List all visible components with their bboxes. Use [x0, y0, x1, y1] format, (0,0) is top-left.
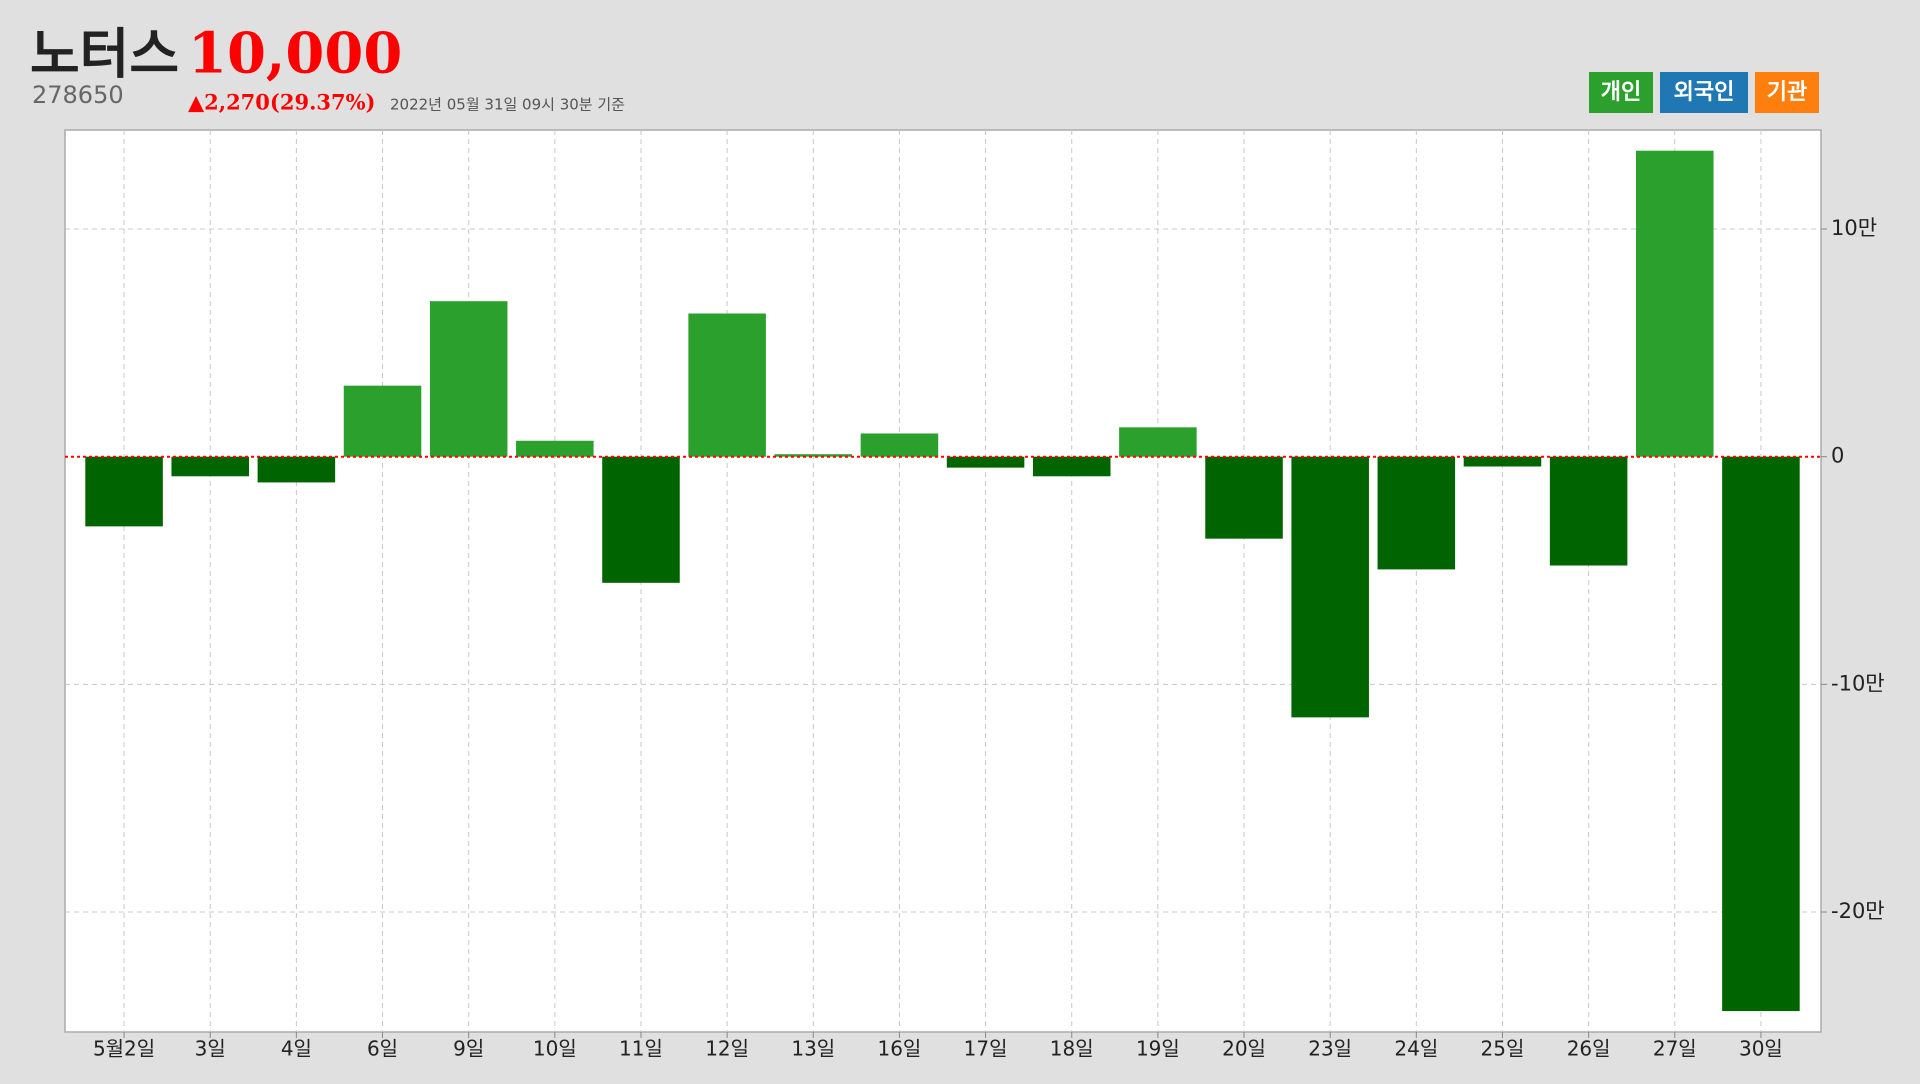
bar — [1377, 456, 1456, 570]
x-tick-label: 12일 — [705, 1037, 749, 1061]
bar — [343, 385, 422, 457]
x-tick-label: 11일 — [619, 1037, 663, 1061]
bar — [602, 456, 680, 583]
bar — [1119, 427, 1197, 457]
bar — [171, 456, 249, 477]
legend-button[interactable] — [1755, 72, 1819, 113]
bar — [1463, 456, 1542, 467]
bar — [1032, 456, 1111, 477]
legend-button-label[interactable]: 외국인 — [1674, 80, 1735, 105]
x-tick-label: 23일 — [1308, 1037, 1352, 1061]
y-tick-label: 10만 — [1831, 216, 1877, 240]
x-tick-label: 9일 — [453, 1037, 484, 1061]
bar — [1205, 456, 1283, 539]
stock-price: 10,000 — [188, 21, 402, 87]
bar — [429, 301, 508, 457]
x-tick-label: 20일 — [1222, 1037, 1266, 1061]
legend-button-label[interactable]: 기관 — [1767, 80, 1807, 105]
plot-area — [64, 129, 1822, 1033]
y-tick-label: 0 — [1831, 444, 1844, 468]
bar — [85, 456, 163, 527]
bar — [946, 456, 1025, 468]
bar — [1549, 456, 1628, 566]
bar — [1636, 150, 1714, 457]
price-change: ▲2,270(29.37%) — [188, 90, 376, 115]
y-tick-label: -10만 — [1831, 671, 1885, 695]
x-tick-label: 16일 — [877, 1037, 921, 1061]
bar — [1722, 456, 1800, 1012]
x-tick-label: 18일 — [1050, 1037, 1094, 1061]
bar — [774, 454, 853, 457]
stock-code: 278650 — [32, 81, 124, 109]
x-tick-label: 17일 — [964, 1037, 1008, 1061]
bar — [860, 433, 939, 457]
x-tick-label: 13일 — [791, 1037, 835, 1061]
stock-name: 노터스 — [30, 23, 179, 86]
x-tick-label: 3일 — [195, 1037, 226, 1061]
x-tick-label: 25일 — [1481, 1037, 1525, 1061]
x-tick-label: 19일 — [1136, 1037, 1180, 1061]
x-tick-label: 10일 — [533, 1037, 577, 1061]
bar — [257, 456, 336, 483]
y-tick-label: -20만 — [1831, 899, 1885, 923]
x-tick-label: 4일 — [281, 1037, 312, 1061]
legend-button[interactable] — [1660, 72, 1748, 113]
x-tick-label: 30일 — [1739, 1037, 1783, 1061]
x-tick-label: 26일 — [1567, 1037, 1611, 1061]
bar — [516, 440, 594, 457]
x-tick-label: 24일 — [1394, 1037, 1438, 1061]
x-tick-label: 6일 — [367, 1037, 398, 1061]
x-tick-label: 27일 — [1653, 1037, 1697, 1061]
legend-button-label[interactable]: 개인 — [1601, 80, 1641, 105]
timestamp: 2022년 05월 31일 09시 30분 기준 — [390, 96, 625, 114]
x-tick-label: 5월2일 — [93, 1037, 155, 1061]
legend-button[interactable] — [1589, 72, 1653, 113]
bar — [1291, 456, 1369, 718]
bar — [688, 313, 766, 457]
